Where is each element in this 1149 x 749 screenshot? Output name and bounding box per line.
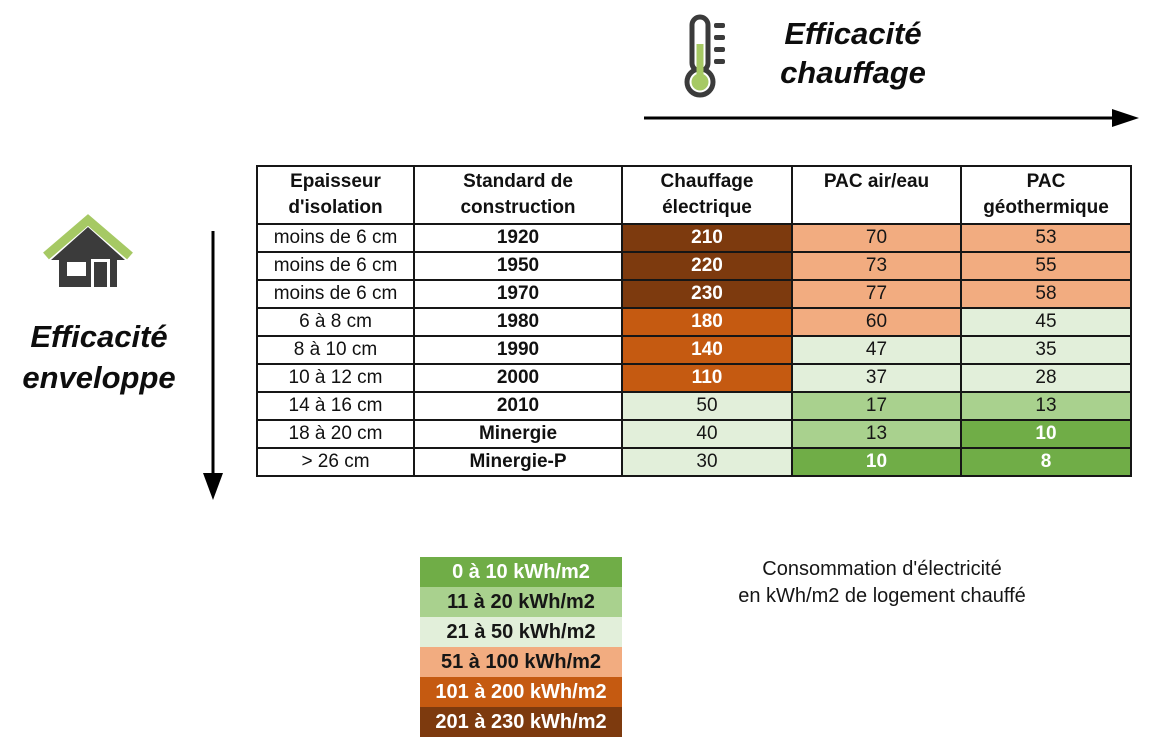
house-icon [42, 214, 134, 295]
top-axis-title-line1: Efficacité [784, 16, 922, 51]
table-row: moins de 6 cm 1950 220 73 55 [256, 251, 1132, 281]
caption-line1: Consommation d'électricité [762, 558, 1002, 580]
pac-air-eau-cell: 10 [791, 447, 962, 477]
top-axis-title-line2: chauffage [780, 55, 926, 90]
pac-air-eau-cell: 13 [791, 419, 962, 449]
column-header-4: PAC air/eau [791, 165, 962, 225]
table-row: moins de 6 cm 1920 210 70 53 [256, 223, 1132, 253]
pac-air-eau-cell: 47 [791, 335, 962, 365]
chauffage-electrique-cell: 230 [621, 279, 793, 309]
table-row: 8 à 10 cm 1990 140 47 35 [256, 335, 1132, 365]
pac-geothermique-cell: 10 [960, 419, 1132, 449]
left-axis-title-line2: enveloppe [22, 360, 176, 395]
pac-air-eau-cell: 70 [791, 223, 962, 253]
pac-geothermique-cell: 55 [960, 251, 1132, 281]
pac-geothermique-cell: 28 [960, 363, 1132, 393]
thermometer-icon [684, 14, 726, 105]
isolation-cell: 8 à 10 cm [256, 335, 415, 365]
pac-geothermique-cell: 53 [960, 223, 1132, 253]
pac-geothermique-cell: 58 [960, 279, 1132, 309]
isolation-cell: moins de 6 cm [256, 279, 415, 309]
pac-air-eau-cell: 73 [791, 251, 962, 281]
table-header-row: Epaisseur d'isolation Standard de construct… [256, 165, 1132, 225]
legend-entry: 21 à 50 kWh/m2 [420, 617, 622, 647]
chauffage-electrique-cell: 30 [621, 447, 793, 477]
standard-cell: 1970 [413, 279, 623, 309]
table-row: 14 à 16 cm 2010 50 17 13 [256, 391, 1132, 421]
table-row: 10 à 12 cm 2000 110 37 28 [256, 363, 1132, 393]
standard-cell: 1980 [413, 307, 623, 337]
legend-entry: 11 à 20 kWh/m2 [420, 587, 622, 617]
legend-entry: 101 à 200 kWh/m2 [420, 677, 622, 707]
pac-geothermique-cell: 35 [960, 335, 1132, 365]
chauffage-electrique-cell: 110 [621, 363, 793, 393]
pac-geothermique-cell: 8 [960, 447, 1132, 477]
column-header-2: Standard de construction [413, 165, 623, 225]
caption: Consommation d'électricité en kWh/m2 de … [692, 556, 1072, 610]
isolation-cell: moins de 6 cm [256, 223, 415, 253]
legend-entry: 201 à 230 kWh/m2 [420, 707, 622, 737]
chauffage-electrique-cell: 180 [621, 307, 793, 337]
legend-entry: 51 à 100 kWh/m2 [420, 647, 622, 677]
standard-cell: 1950 [413, 251, 623, 281]
pac-air-eau-cell: 60 [791, 307, 962, 337]
pac-air-eau-cell: 17 [791, 391, 962, 421]
chauffage-electrique-cell: 220 [621, 251, 793, 281]
pac-air-eau-cell: 77 [791, 279, 962, 309]
isolation-cell: 6 à 8 cm [256, 307, 415, 337]
chauffage-electrique-cell: 50 [621, 391, 793, 421]
standard-cell: 1920 [413, 223, 623, 253]
isolation-cell: > 26 cm [256, 447, 415, 477]
top-axis-title: Efficacité chauffage [748, 14, 958, 92]
consumption-table: Epaisseur d'isolation Standard de construct… [256, 165, 1132, 477]
arrow-right-icon [644, 106, 1140, 135]
table-row: 6 à 8 cm 1980 180 60 45 [256, 307, 1132, 337]
isolation-cell: 18 à 20 cm [256, 419, 415, 449]
chauffage-electrique-cell: 140 [621, 335, 793, 365]
standard-cell: 2000 [413, 363, 623, 393]
chauffage-electrique-cell: 40 [621, 419, 793, 449]
standard-cell: 1990 [413, 335, 623, 365]
table-row: moins de 6 cm 1970 230 77 58 [256, 279, 1132, 309]
table-row: 18 à 20 cm Minergie 40 13 10 [256, 419, 1132, 449]
legend-entry: 0 à 10 kWh/m2 [420, 557, 622, 587]
arrow-down-icon [200, 231, 226, 506]
pac-geothermique-cell: 13 [960, 391, 1132, 421]
isolation-cell: 10 à 12 cm [256, 363, 415, 393]
isolation-cell: 14 à 16 cm [256, 391, 415, 421]
left-axis-title-line1: Efficacité [30, 319, 168, 354]
color-legend: 0 à 10 kWh/m2 11 à 20 kWh/m2 21 à 50 kWh/m… [420, 557, 622, 737]
column-header-1: Epaisseur d'isolation [256, 165, 415, 225]
column-header-3: Chauffage électrique [621, 165, 793, 225]
standard-cell: 2010 [413, 391, 623, 421]
caption-line2: en kWh/m2 de logement chauffé [738, 585, 1026, 607]
standard-cell: Minergie [413, 419, 623, 449]
chauffage-electrique-cell: 210 [621, 223, 793, 253]
table-row: > 26 cm Minergie-P 30 10 8 [256, 447, 1132, 477]
standard-cell: Minergie-P [413, 447, 623, 477]
isolation-cell: moins de 6 cm [256, 251, 415, 281]
pac-geothermique-cell: 45 [960, 307, 1132, 337]
column-header-5: PAC géothermique [960, 165, 1132, 225]
pac-air-eau-cell: 37 [791, 363, 962, 393]
left-axis-title: Efficacité enveloppe [0, 316, 198, 398]
